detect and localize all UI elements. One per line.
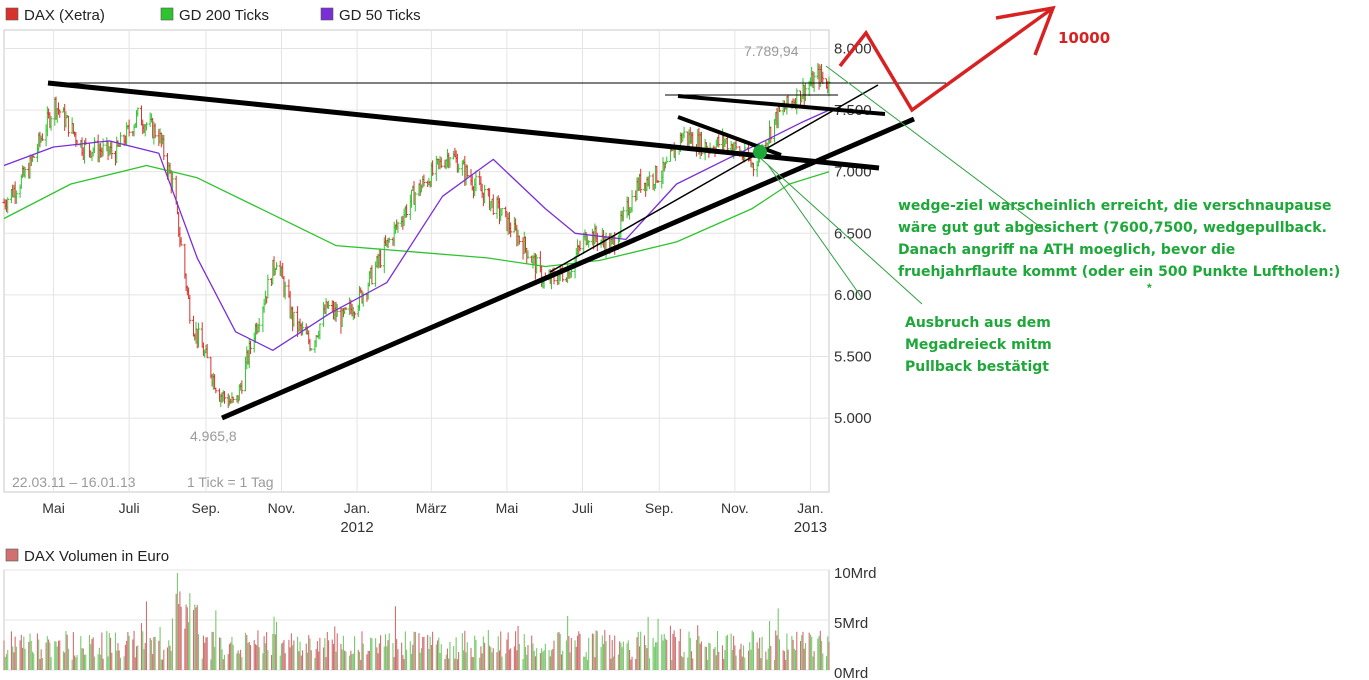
thin-support-line xyxy=(549,84,879,273)
wedge-line: wäre gut gut abgesichert (7600,7500, wed… xyxy=(898,220,1327,236)
megatriangle-lower-line xyxy=(221,116,915,421)
ausbruch-line: Pullback bestätigt xyxy=(905,359,1049,375)
megatriangle-upper-line xyxy=(47,80,880,171)
wedge-upper-line xyxy=(677,94,886,116)
ausbruch-line: Ausbruch aus dem xyxy=(905,315,1051,331)
star-mark: * xyxy=(1147,281,1152,295)
wedge-line: Danach angriff na ATH moeglich, bevor di… xyxy=(898,242,1236,258)
volume-title: DAX Volumen in Euro xyxy=(24,548,169,565)
y-tick-label: 6.000 xyxy=(834,287,872,304)
wedge-line: fruehjahrflaute kommt (oder ein 500 Punk… xyxy=(898,264,1341,280)
legend-swatch-dax xyxy=(5,7,19,21)
ma50-line xyxy=(3,109,830,351)
volume-y-tick-label: 10Mrd xyxy=(834,565,877,582)
x-tick-label: Juli xyxy=(572,500,593,516)
x-tick-label: Nov. xyxy=(268,500,296,516)
tick-label: 1 Tick = 1 Tag xyxy=(187,474,274,490)
x-year-label: 2013 xyxy=(794,519,827,536)
wedge-line: wedge-ziel warscheinlich erreicht, die v… xyxy=(898,198,1332,214)
legend-label-dax: DAX (Xetra) xyxy=(24,7,105,24)
wedge-annotation: wedge-ziel warscheinlich erreicht, die v… xyxy=(898,195,1368,283)
x-tick-label: Juli xyxy=(119,500,140,516)
volume-y-tick-label: 0Mrd xyxy=(834,665,868,680)
legend-label-gd200: GD 200 Ticks xyxy=(179,7,269,24)
x-tick-label: Mai xyxy=(496,500,519,516)
pointer-line-wedge xyxy=(756,154,923,305)
x-tick-label: Sep. xyxy=(645,500,674,516)
price-x-axis: Mai Juli Sep. Nov. Jan. März Mai Juli Sep. Nov. Ja… xyxy=(42,500,827,536)
range-label: 22.03.11 – 16.01.13 xyxy=(12,474,136,490)
volume-bars xyxy=(3,573,830,670)
ausbruch-annotation: Ausbruch aus dem Megadreieck mitm Pullba… xyxy=(905,312,1105,378)
y-tick-label: 5.500 xyxy=(834,348,872,365)
price-texts: 7.789,94 4.965,8 22.03.11 – 16.01.13 1 T… xyxy=(12,43,799,490)
trend-lines xyxy=(47,65,1048,421)
low-label: 4.965,8 xyxy=(190,428,237,444)
volume-y-tick-label: 5Mrd xyxy=(834,615,868,632)
forecast-arrow xyxy=(838,5,1056,113)
x-tick-label: Jan. xyxy=(344,500,370,516)
moving-averages xyxy=(3,109,830,351)
pointer-line-wedge-2 xyxy=(825,65,1048,233)
forecast-arrowhead xyxy=(995,5,1056,56)
x-year-label: 2012 xyxy=(340,519,373,536)
ma200-line xyxy=(3,164,830,268)
x-tick-label: Jan. xyxy=(797,500,823,516)
x-tick-label: Sep. xyxy=(192,500,221,516)
x-tick-label: Nov. xyxy=(721,500,749,516)
legend: DAX (Xetra) GD 200 Ticks GD 50 Ticks xyxy=(5,7,421,24)
target-label: 10000 xyxy=(1058,29,1111,47)
forecast-path xyxy=(838,6,1055,113)
high-label: 7.789,94 xyxy=(744,43,799,59)
x-tick-label: März xyxy=(416,500,447,516)
volume-y-axis: 10Mrd 5Mrd 0Mrd xyxy=(834,565,877,680)
breakout-point xyxy=(753,145,767,159)
legend-swatch-gd200 xyxy=(160,7,174,21)
volume-chart: DAX Volumen in Euro 10Mrd 5Mrd 0Mrd xyxy=(3,548,877,680)
y-tick-label: 5.000 xyxy=(834,410,872,427)
legend-label-gd50: GD 50 Ticks xyxy=(339,7,421,24)
x-tick-label: Mai xyxy=(42,500,65,516)
volume-swatch xyxy=(5,548,19,562)
ausbruch-line: Megadreieck mitm xyxy=(905,337,1052,353)
legend-swatch-gd50 xyxy=(320,7,334,21)
pointer-line-ausbruch xyxy=(767,164,863,299)
y-tick-label: 6.500 xyxy=(834,225,872,242)
